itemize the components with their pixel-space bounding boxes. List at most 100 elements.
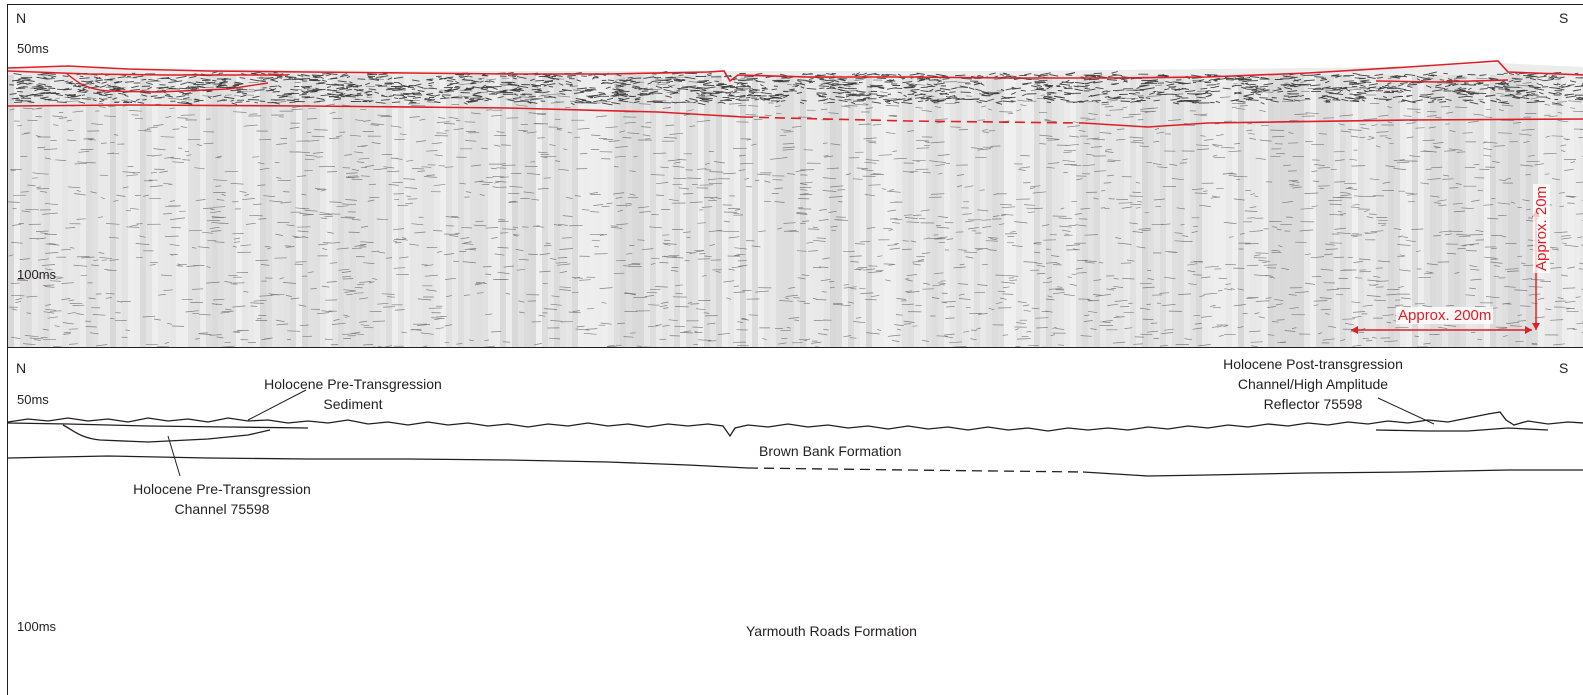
seismic-trace-band bbox=[554, 75, 560, 347]
seismic-trace-band bbox=[1070, 75, 1076, 347]
seismic-trace-band bbox=[44, 75, 50, 347]
seismic-trace-band bbox=[302, 75, 308, 347]
seismic-trace-band bbox=[584, 75, 590, 347]
seismic-trace-band bbox=[428, 75, 434, 347]
seismic-trace-band bbox=[242, 75, 248, 347]
seismic-trace-band bbox=[452, 75, 458, 347]
seismic-trace-band bbox=[128, 75, 134, 347]
seismic-trace-band bbox=[152, 75, 158, 347]
seismic-trace-band bbox=[230, 75, 236, 347]
seismic-trace-band bbox=[512, 75, 518, 347]
seismic-trace-band bbox=[1154, 75, 1160, 347]
seismic-trace-band bbox=[386, 75, 392, 347]
seismic-trace-band bbox=[614, 75, 620, 347]
seismic-trace-band bbox=[1412, 75, 1418, 347]
seismic-trace-band bbox=[1442, 75, 1448, 347]
seismic-trace-band bbox=[1076, 75, 1082, 347]
horizontal-scale-arrowhead-left bbox=[1351, 326, 1358, 334]
seismic-trace-band bbox=[1226, 75, 1232, 347]
seismic-trace-band bbox=[398, 75, 404, 347]
seismic-trace-band bbox=[188, 75, 194, 347]
label-post-line-3: Reflector 75598 bbox=[1263, 396, 1363, 412]
seismic-trace-band bbox=[950, 75, 956, 347]
seismic-trace-band bbox=[878, 75, 884, 347]
seismic-trace-band bbox=[1310, 75, 1316, 347]
seismic-seabed-band bbox=[9, 70, 1583, 106]
compass-south-top: S bbox=[1559, 10, 1569, 26]
seismic-trace-band bbox=[746, 75, 752, 347]
seismic-trace-band bbox=[1448, 75, 1454, 347]
seismic-trace-band bbox=[50, 75, 56, 347]
seismic-trace-band bbox=[284, 75, 290, 347]
seismic-trace-band bbox=[1232, 75, 1238, 347]
seismic-trace-band bbox=[266, 75, 272, 347]
seismic-trace-band bbox=[1202, 75, 1208, 347]
seismic-trace-band bbox=[1208, 75, 1214, 347]
seismic-trace-band bbox=[890, 75, 896, 347]
seismic-trace-band bbox=[212, 75, 218, 347]
seismic-trace-band bbox=[1178, 75, 1184, 347]
label-sediment-line-1: Holocene Pre-Transgression bbox=[264, 376, 442, 392]
seismic-trace-band bbox=[1124, 75, 1130, 347]
label-yarmouth-roads-formation: Yarmouth Roads Formation bbox=[746, 623, 917, 639]
seismic-trace-band bbox=[782, 75, 788, 347]
seismic-trace-band bbox=[764, 75, 770, 347]
seismic-trace-band bbox=[1466, 75, 1472, 347]
seismic-trace-band bbox=[362, 75, 368, 347]
red-brown-bank-base-dashed bbox=[742, 116, 1084, 124]
seismic-trace-band bbox=[476, 75, 482, 347]
seismic-trace-band bbox=[122, 75, 128, 347]
seismic-noise-texture bbox=[8, 75, 1583, 347]
seismic-trace-band bbox=[740, 75, 746, 347]
seismic-trace-band bbox=[1316, 75, 1322, 347]
seismic-trace-band bbox=[296, 75, 302, 347]
seismic-trace-band bbox=[1028, 75, 1034, 347]
seismic-trace-band bbox=[674, 75, 680, 347]
seismic-trace-band bbox=[566, 75, 572, 347]
seismic-trace-band bbox=[1238, 75, 1244, 347]
horizontal-scale-label: Approx. 200m bbox=[1396, 307, 1494, 324]
seismic-trace-band bbox=[332, 75, 338, 347]
seismic-trace-band bbox=[1400, 75, 1406, 347]
seismic-trace-band bbox=[944, 75, 950, 347]
seismic-trace-band bbox=[272, 75, 278, 347]
seismic-trace-band bbox=[1148, 75, 1154, 347]
seismic-trace-band bbox=[1082, 75, 1088, 347]
seismic-trace-band bbox=[1196, 75, 1202, 347]
seismic-trace-band bbox=[1034, 75, 1040, 347]
red-brown-bank-base-right bbox=[1082, 118, 1583, 128]
seismic-trace-band bbox=[842, 75, 848, 347]
seismic-trace-band bbox=[1298, 75, 1304, 347]
seismic-trace-band bbox=[32, 75, 38, 347]
label-post-line-1: Holocene Post-transgression bbox=[1223, 356, 1403, 372]
seismic-trace-band bbox=[506, 75, 512, 347]
seismic-trace-band bbox=[464, 75, 470, 347]
seismic-trace-band bbox=[104, 75, 110, 347]
seismic-trace-band bbox=[1568, 75, 1574, 347]
seismic-trace-band bbox=[806, 75, 812, 347]
brown-bank-base-dashed bbox=[747, 467, 1084, 473]
seismic-trace-band bbox=[1118, 75, 1124, 347]
seismic-trace-band bbox=[632, 75, 638, 347]
seismic-trace-band bbox=[1172, 75, 1178, 347]
seismic-trace-band bbox=[1214, 75, 1220, 347]
seismic-trace-band bbox=[1010, 75, 1016, 347]
seismic-trace-band bbox=[200, 75, 206, 347]
seismic-trace-band bbox=[86, 75, 92, 347]
seismic-trace-band bbox=[326, 75, 332, 347]
leader-post-transgression bbox=[1377, 397, 1435, 425]
seismic-trace-band bbox=[254, 75, 260, 347]
seismic-trace-band bbox=[26, 75, 32, 347]
seismic-trace-band bbox=[986, 75, 992, 347]
seismic-trace-band bbox=[1388, 75, 1394, 347]
time-label-100ms-top: 100ms bbox=[17, 267, 57, 282]
seismic-trace-band bbox=[848, 75, 854, 347]
seismic-trace-band bbox=[1424, 75, 1430, 347]
seismic-trace-band bbox=[866, 75, 872, 347]
seismic-trace-band bbox=[1160, 75, 1166, 347]
seismic-trace-band bbox=[998, 75, 1004, 347]
seismic-trace-band bbox=[542, 75, 548, 347]
seismic-trace-band bbox=[56, 75, 62, 347]
seismic-trace-band bbox=[248, 75, 254, 347]
seismic-trace-band bbox=[1508, 75, 1514, 347]
